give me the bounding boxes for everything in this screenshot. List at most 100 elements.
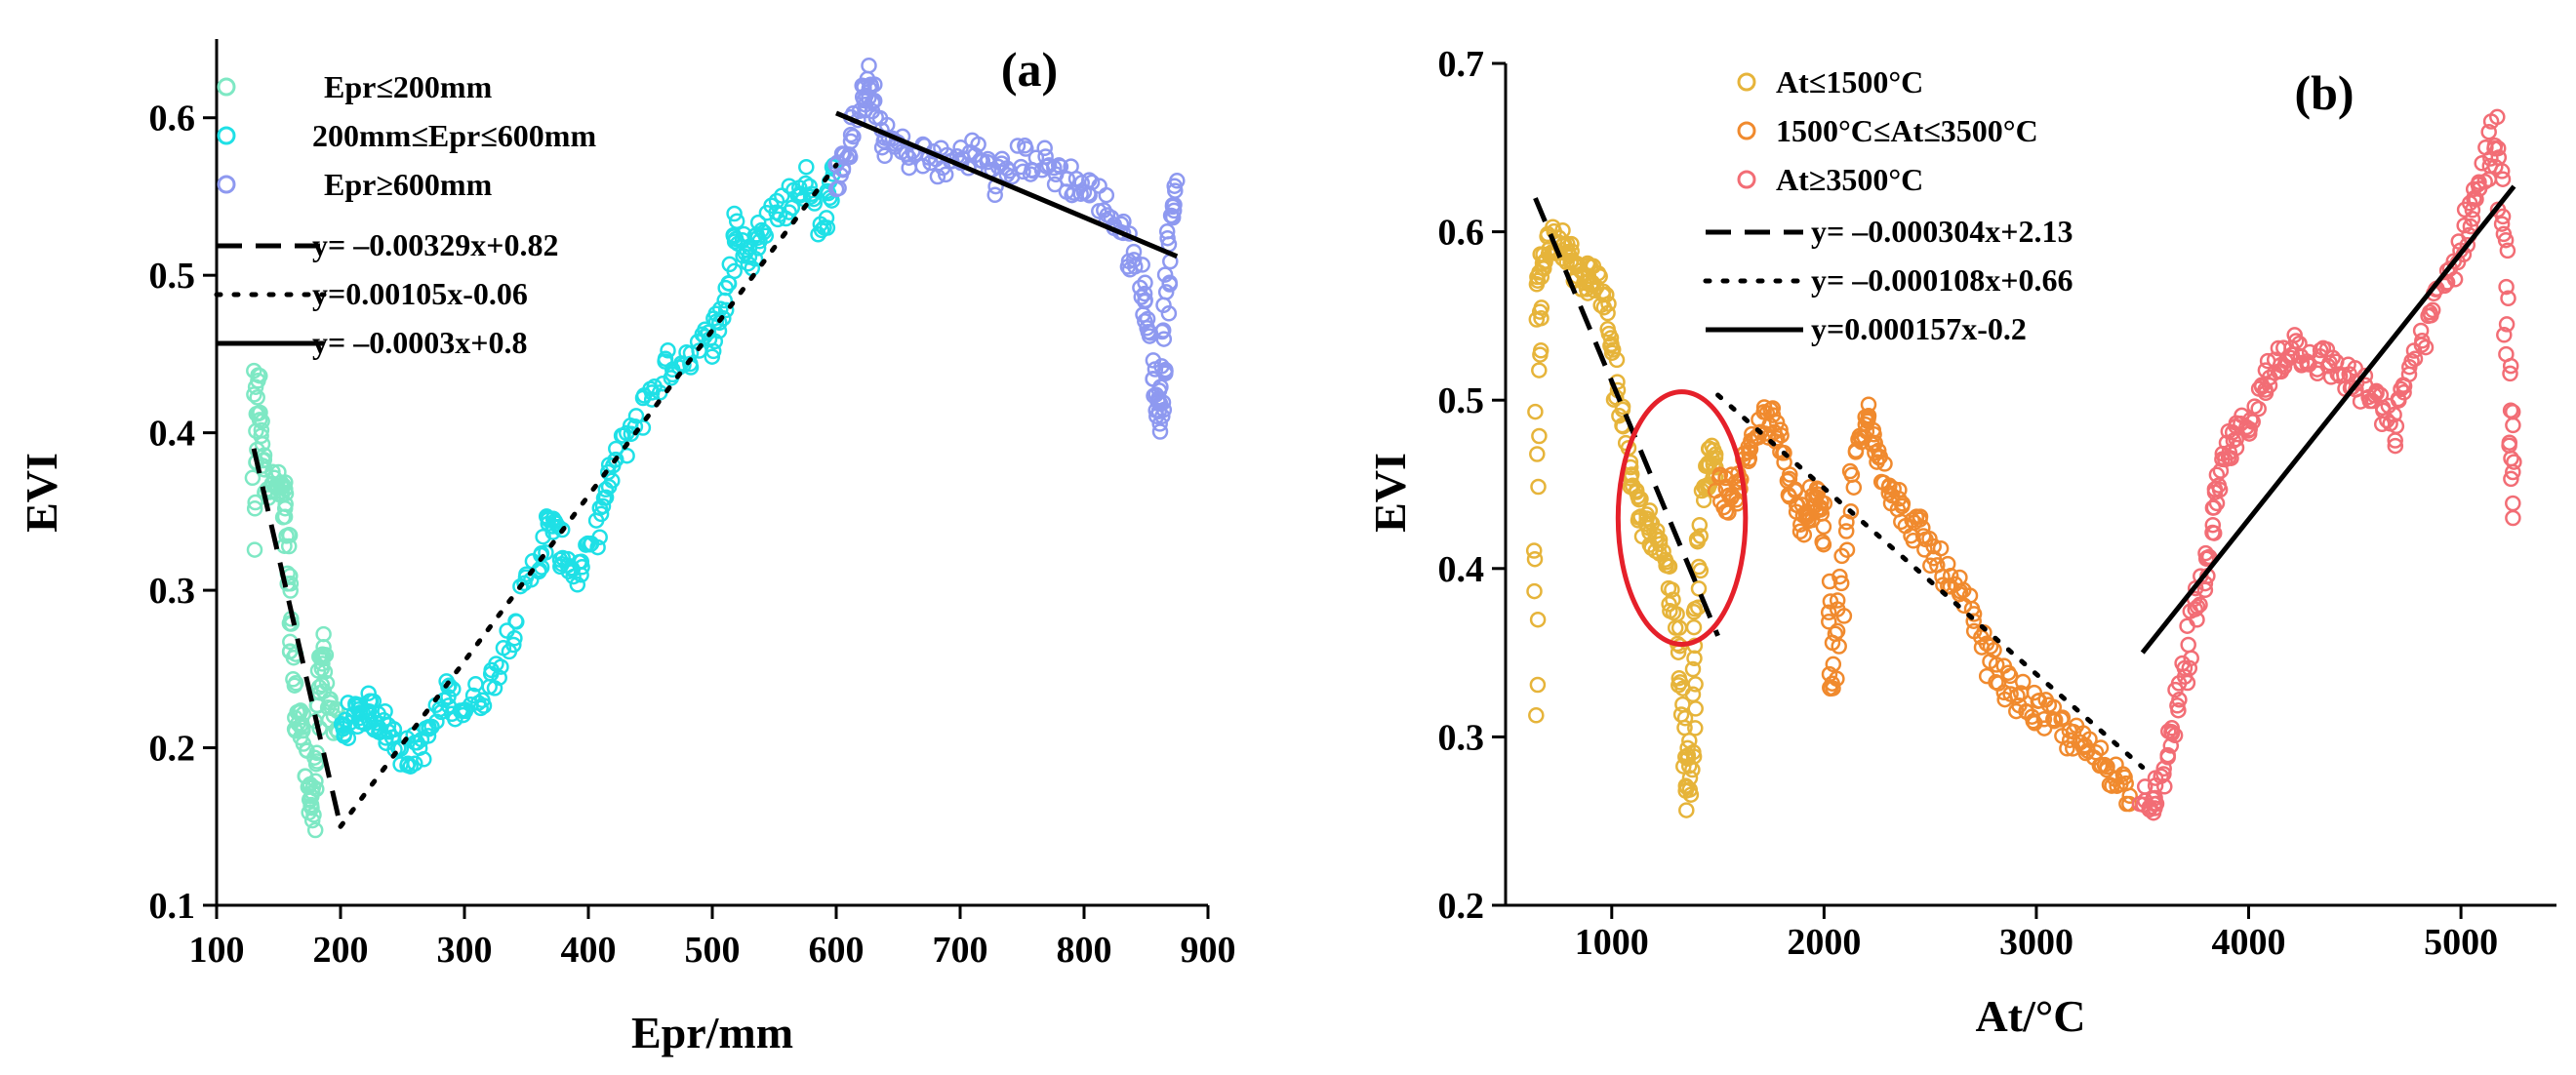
data-point [2471, 174, 2487, 190]
data-point [1599, 304, 1616, 322]
x-tick-label: 400 [561, 930, 617, 971]
data-point [317, 647, 335, 663]
legend-label: 200mm≤Epr≤600mm [312, 118, 596, 153]
data-point [1922, 557, 1939, 575]
data-point [2286, 327, 2303, 343]
panel-b: 1000 2000 3000 4000 5000 0.2 0.3 0.4 0.5 0.6 0.7 At… [1365, 44, 2556, 1041]
x-tick-label: 3000 [1999, 922, 2073, 963]
legend-label: Epr≥600mm [324, 167, 493, 202]
data-point [2462, 218, 2479, 235]
x-tick-label: 700 [933, 930, 988, 971]
data-point [2501, 434, 2518, 451]
data-point [876, 147, 893, 165]
fit-line-2 [835, 110, 1179, 259]
data-point [867, 108, 884, 126]
data-point [1530, 478, 1547, 496]
data-point [1052, 158, 1069, 176]
legend-label: y=0.000157x-0.2 [1811, 311, 2027, 346]
data-point [1876, 456, 1893, 472]
data-point [717, 301, 735, 319]
data-point [1764, 400, 1782, 417]
data-point [1015, 163, 1031, 180]
data-point [865, 93, 883, 109]
data-point [2506, 454, 2522, 470]
data-point [316, 663, 334, 680]
data-point [845, 128, 862, 145]
data-point [2493, 216, 2511, 232]
data-point [1664, 581, 1680, 598]
data-point [1685, 618, 1703, 636]
data-point [1842, 503, 1860, 520]
data-point [1932, 539, 1950, 557]
data-point [1827, 625, 1844, 643]
data-point [1815, 518, 1832, 536]
data-point [2496, 327, 2513, 343]
data-point [276, 499, 294, 517]
data-point [2312, 341, 2329, 359]
data-point [970, 136, 986, 153]
data-point [1692, 528, 1709, 544]
data-point [1050, 157, 1067, 174]
fit-line-2 [2140, 184, 2516, 655]
data-point [2166, 727, 2184, 744]
data-point [818, 210, 835, 226]
data-point [2208, 466, 2226, 483]
data-point [1161, 274, 1178, 291]
data-point [2356, 367, 2374, 384]
data-point [937, 166, 954, 183]
data-point [1137, 292, 1153, 308]
data-point [2121, 787, 2138, 805]
data-point [1687, 676, 1704, 693]
data-point [2502, 365, 2518, 382]
data-point [1988, 657, 2005, 673]
data-point [1531, 362, 1548, 378]
data-point [798, 158, 815, 176]
legend-label: y=0.00105x-0.06 [312, 276, 528, 311]
data-point [2502, 402, 2519, 418]
data-point [1156, 266, 1174, 283]
data-point [250, 405, 266, 422]
data-point [755, 223, 773, 241]
highlight-ellipse [1615, 389, 1749, 647]
data-point [2257, 384, 2274, 402]
data-point [1791, 523, 1809, 540]
data-point [2059, 740, 2075, 757]
data-point [1532, 342, 1550, 359]
x-tick-label: 200 [313, 930, 369, 971]
data-point [2424, 301, 2441, 319]
data-point [2205, 525, 2223, 541]
fit-line-0 [251, 448, 343, 827]
data-point [420, 728, 437, 744]
data-point [2329, 366, 2347, 382]
data-point [423, 718, 440, 736]
data-point [952, 139, 969, 156]
data-point [993, 150, 1011, 168]
data-point [2489, 139, 2507, 157]
data-point [1795, 526, 1813, 543]
data-point [538, 544, 554, 561]
series-0 [244, 362, 346, 839]
data-point [1681, 770, 1699, 786]
data-point [302, 796, 320, 814]
x-tick-label: 500 [685, 930, 741, 971]
data-point [253, 427, 269, 445]
data-point [246, 541, 263, 558]
data-point [1591, 268, 1608, 285]
data-point [726, 262, 743, 280]
data-point [445, 681, 462, 697]
data-point [2446, 271, 2464, 288]
data-point [315, 639, 332, 656]
data-point [2417, 338, 2435, 356]
y-tick-label: 0.4 [149, 414, 196, 455]
data-point [1820, 604, 1837, 621]
legend: At≤1500°C 1500°C≤At≤3500°C At≥3500°C y= –0.… [1703, 64, 2073, 346]
data-point [2180, 636, 2196, 654]
data-point [1527, 403, 1544, 420]
data-point [704, 342, 722, 360]
data-point [2324, 349, 2341, 366]
data-point [385, 721, 403, 738]
data-point [276, 508, 294, 525]
data-point [1614, 401, 1631, 418]
data-point [1742, 441, 1759, 458]
